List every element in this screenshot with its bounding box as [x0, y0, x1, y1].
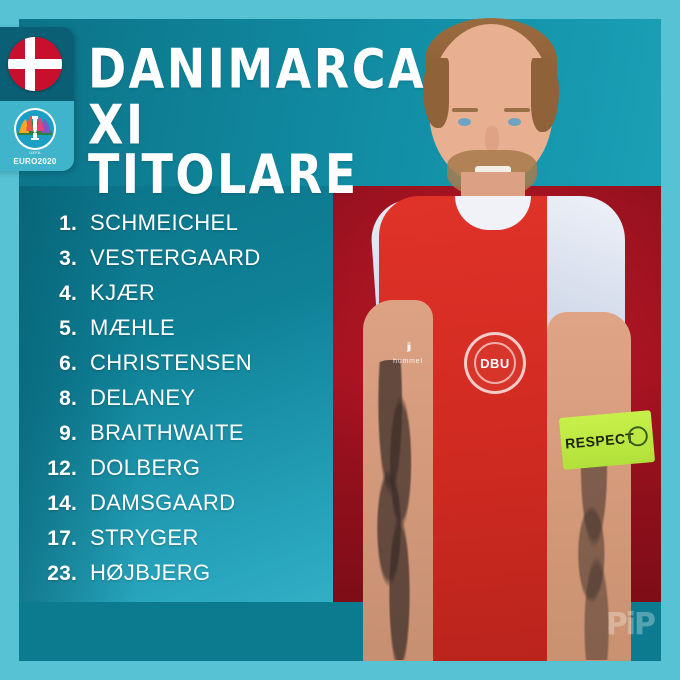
player-number: 6.	[59, 352, 77, 375]
player-number: 14.	[47, 492, 77, 515]
player-mouth	[475, 166, 511, 175]
list-item: 5. MÆHLE	[25, 315, 325, 350]
kit-brand-logo: ⱼⱼⱼ hummel	[381, 336, 435, 376]
list-item: 12. DOLBERG	[25, 455, 325, 490]
player-nose	[485, 126, 499, 152]
player-number: 17.	[47, 527, 77, 550]
player-name: HØJBJERG	[90, 560, 211, 585]
page-title: DANIMARCA XI TITOLARE	[88, 36, 427, 202]
player-number: 8.	[59, 387, 77, 410]
team-badge-column: UEFA EURO2020	[0, 27, 74, 171]
list-item: 4. KJÆR	[25, 280, 325, 315]
list-item: 14. DAMSGAARD	[25, 490, 325, 525]
list-item: 17. STRYGER	[25, 525, 325, 560]
player-brow-left	[452, 108, 478, 112]
hummel-chevron-icon: ⱼⱼⱼ	[406, 335, 412, 354]
player-name: DOLBERG	[90, 455, 201, 480]
list-item: 23. HØJBJERG	[25, 560, 325, 595]
list-item: 3. VESTERGAARD	[25, 245, 325, 280]
list-item: 9. BRAITHWAITE	[25, 420, 325, 455]
player-name: BRAITHWAITE	[90, 420, 244, 445]
title-line-lineup: XI TITOLARE	[88, 93, 359, 207]
badge-tournament-section: UEFA EURO2020	[0, 101, 74, 171]
title-line-country: DANIMARCA	[88, 36, 427, 101]
player-name: KJÆR	[90, 280, 156, 305]
player-name: DAMSGAARD	[90, 490, 236, 515]
player-eye-left	[458, 118, 471, 126]
player-number: 9.	[59, 422, 77, 445]
starting-xi-list: 1. SCHMEICHEL 3. VESTERGAARD 4. KJÆR 5. …	[25, 210, 325, 595]
dbu-crest-inner: DBU	[474, 342, 516, 384]
player-number: 3.	[59, 247, 77, 270]
player-number: 5.	[59, 317, 77, 340]
player-hair-left	[423, 58, 449, 128]
captain-armband: RESPECT	[558, 410, 656, 470]
list-item: 1. SCHMEICHEL	[25, 210, 325, 245]
list-panel-shade	[19, 186, 139, 602]
hummel-wordmark: hummel	[393, 358, 423, 365]
player-name: VESTERGAARD	[90, 245, 261, 270]
dbu-crest-label: DBU	[480, 355, 510, 371]
uefa-respect-badge-icon	[626, 425, 649, 448]
player-eye-right	[508, 118, 521, 126]
player-name: MÆHLE	[90, 315, 176, 340]
player-number: 4.	[59, 282, 77, 305]
denmark-flag-icon	[8, 37, 62, 91]
player-hair-right	[531, 58, 559, 132]
player-name: STRYGER	[90, 525, 199, 550]
player-brow-right	[504, 108, 530, 112]
player-figure: ⱼⱼⱼ hummel DBU RESPECT	[333, 0, 661, 661]
dbu-crest-icon: DBU	[464, 332, 526, 394]
euro-2020-label: EURO2020	[13, 157, 57, 166]
badge-flag-section	[0, 27, 74, 101]
player-number: 12.	[47, 457, 77, 480]
player-name: DELANEY	[90, 385, 196, 410]
player-tattoo-left-arm	[367, 360, 425, 660]
player-number: 23.	[47, 562, 77, 585]
armband-label: RESPECT	[564, 429, 636, 452]
uefa-label: UEFA	[29, 150, 41, 155]
player-number: 1.	[59, 212, 77, 235]
watermark: PiP	[605, 607, 656, 642]
player-name: SCHMEICHEL	[90, 210, 239, 235]
list-item: 8. DELANEY	[25, 385, 325, 420]
euro-2020-logo-icon: UEFA EURO2020	[6, 105, 64, 167]
player-name: CHRISTENSEN	[90, 350, 253, 375]
list-item: 6. CHRISTENSEN	[25, 350, 325, 385]
